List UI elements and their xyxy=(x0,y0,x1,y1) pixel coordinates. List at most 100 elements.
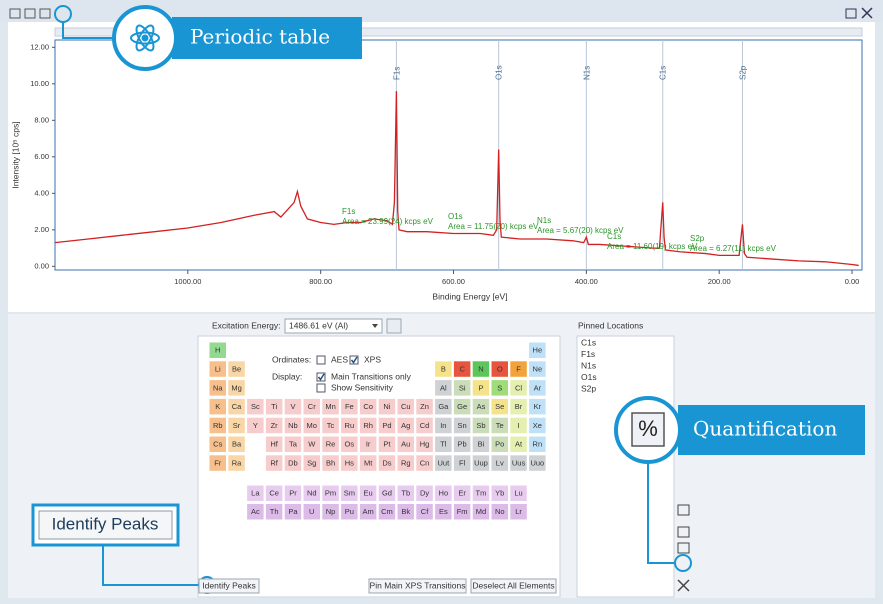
element-symbol[interactable]: Fl xyxy=(459,459,466,468)
element-symbol[interactable]: Np xyxy=(326,507,336,516)
element-cell[interactable] xyxy=(452,360,472,378)
element-symbol[interactable]: Tb xyxy=(401,489,410,498)
element-symbol[interactable]: Xe xyxy=(533,421,542,430)
element-cell[interactable] xyxy=(415,484,434,502)
button-label[interactable]: Identify Peaks xyxy=(202,580,255,590)
excitation-value[interactable]: 1486.61 eV (Al) xyxy=(289,320,348,330)
element-symbol[interactable]: In xyxy=(440,421,446,430)
element-cell[interactable] xyxy=(283,397,303,416)
button[interactable] xyxy=(470,578,557,594)
element-symbol[interactable]: Se xyxy=(495,402,504,411)
element-symbol[interactable]: Mg xyxy=(231,383,241,392)
element-cell[interactable] xyxy=(208,416,227,435)
element-cell[interactable] xyxy=(471,379,491,397)
element-cell[interactable] xyxy=(490,360,509,378)
element-symbol[interactable]: Ca xyxy=(232,402,242,411)
element-cell[interactable] xyxy=(434,435,453,453)
element-symbol[interactable]: Sg xyxy=(307,459,316,468)
element-cell[interactable] xyxy=(321,484,340,502)
element-symbol[interactable]: Pm xyxy=(325,489,336,498)
element-symbol[interactable]: Cs xyxy=(213,440,222,449)
element-symbol[interactable]: Er xyxy=(458,489,466,498)
element-cell[interactable] xyxy=(302,484,321,502)
element-symbol[interactable]: Ba xyxy=(232,440,242,449)
element-symbol[interactable]: Ag xyxy=(401,421,410,430)
element-cell[interactable] xyxy=(471,435,491,453)
button-label[interactable]: Pin Main XPS Transitions xyxy=(370,580,466,590)
element-symbol[interactable]: Rf xyxy=(270,459,278,468)
element-symbol[interactable]: Pr xyxy=(289,489,297,498)
element-symbol[interactable]: Sb xyxy=(476,421,485,430)
element-cell[interactable] xyxy=(283,454,303,472)
element-cell[interactable] xyxy=(528,341,547,359)
element-cell[interactable] xyxy=(264,484,284,502)
element-cell[interactable] xyxy=(321,435,340,453)
element-cell[interactable] xyxy=(528,360,547,378)
element-symbol[interactable]: Mt xyxy=(364,459,373,468)
element-symbol[interactable]: Au xyxy=(401,440,410,449)
element-cell[interactable] xyxy=(358,454,378,472)
element-cell[interactable] xyxy=(452,503,472,521)
element-symbol[interactable]: Db xyxy=(288,459,298,468)
element-cell[interactable] xyxy=(208,435,227,453)
element-cell[interactable] xyxy=(471,416,491,435)
element-symbol[interactable]: Ni xyxy=(383,402,390,411)
toolbar-icon[interactable] xyxy=(24,8,36,19)
element-symbol[interactable]: Tc xyxy=(327,421,335,430)
side-icon[interactable] xyxy=(677,579,690,592)
element-cell[interactable] xyxy=(358,435,378,453)
element-symbol[interactable]: Sc xyxy=(251,402,260,411)
element-symbol[interactable]: K xyxy=(215,402,220,411)
element-cell[interactable] xyxy=(340,503,359,521)
element-symbol[interactable]: Nd xyxy=(307,489,317,498)
element-cell[interactable] xyxy=(415,503,434,521)
element-symbol[interactable]: Ge xyxy=(457,402,467,411)
element-cell[interactable] xyxy=(377,503,397,521)
element-cell[interactable] xyxy=(509,484,528,502)
element-symbol[interactable]: Pu xyxy=(345,507,354,516)
element-symbol[interactable]: Ru xyxy=(345,421,355,430)
element-symbol[interactable]: Pa xyxy=(288,507,298,516)
button[interactable] xyxy=(198,578,260,594)
element-symbol[interactable]: Ir xyxy=(366,440,371,449)
element-cell[interactable] xyxy=(227,360,246,378)
side-icon[interactable] xyxy=(677,504,690,516)
element-symbol[interactable]: Ta xyxy=(289,440,298,449)
toolbar-icon[interactable] xyxy=(9,8,21,19)
button[interactable] xyxy=(368,578,467,594)
element-cell[interactable] xyxy=(321,416,340,435)
element-cell[interactable] xyxy=(358,416,378,435)
element-symbol[interactable]: Ds xyxy=(382,459,391,468)
element-symbol[interactable]: As xyxy=(477,402,486,411)
element-symbol[interactable]: Hg xyxy=(420,440,430,449)
element-symbol[interactable]: Si xyxy=(459,383,466,392)
element-cell[interactable] xyxy=(283,416,303,435)
element-cell[interactable] xyxy=(490,484,509,502)
element-symbol[interactable]: Te xyxy=(496,421,504,430)
element-symbol[interactable]: V xyxy=(290,402,295,411)
element-cell[interactable] xyxy=(415,397,434,416)
element-cell[interactable] xyxy=(340,397,359,416)
element-symbol[interactable]: C xyxy=(459,365,465,374)
element-cell[interactable] xyxy=(528,416,547,435)
element-symbol[interactable]: La xyxy=(251,489,260,498)
element-cell[interactable] xyxy=(396,503,415,521)
element-cell[interactable] xyxy=(490,379,509,397)
element-cell[interactable] xyxy=(471,360,491,378)
element-symbol[interactable]: Sm xyxy=(344,489,355,498)
element-symbol[interactable]: Os xyxy=(345,440,355,449)
element-symbol[interactable]: Uus xyxy=(512,459,526,468)
display-checkbox[interactable] xyxy=(316,372,326,382)
element-cell[interactable] xyxy=(340,454,359,472)
element-symbol[interactable]: Cr xyxy=(308,402,316,411)
element-cell[interactable] xyxy=(396,397,415,416)
element-symbol[interactable]: No xyxy=(495,507,505,516)
element-cell[interactable] xyxy=(452,484,472,502)
element-symbol[interactable]: Li xyxy=(215,365,221,374)
element-cell[interactable] xyxy=(415,416,434,435)
element-symbol[interactable]: Rh xyxy=(363,421,373,430)
element-cell[interactable] xyxy=(340,484,359,502)
element-symbol[interactable]: I xyxy=(518,421,520,430)
element-cell[interactable] xyxy=(452,454,472,472)
element-symbol[interactable]: Ti xyxy=(271,402,277,411)
